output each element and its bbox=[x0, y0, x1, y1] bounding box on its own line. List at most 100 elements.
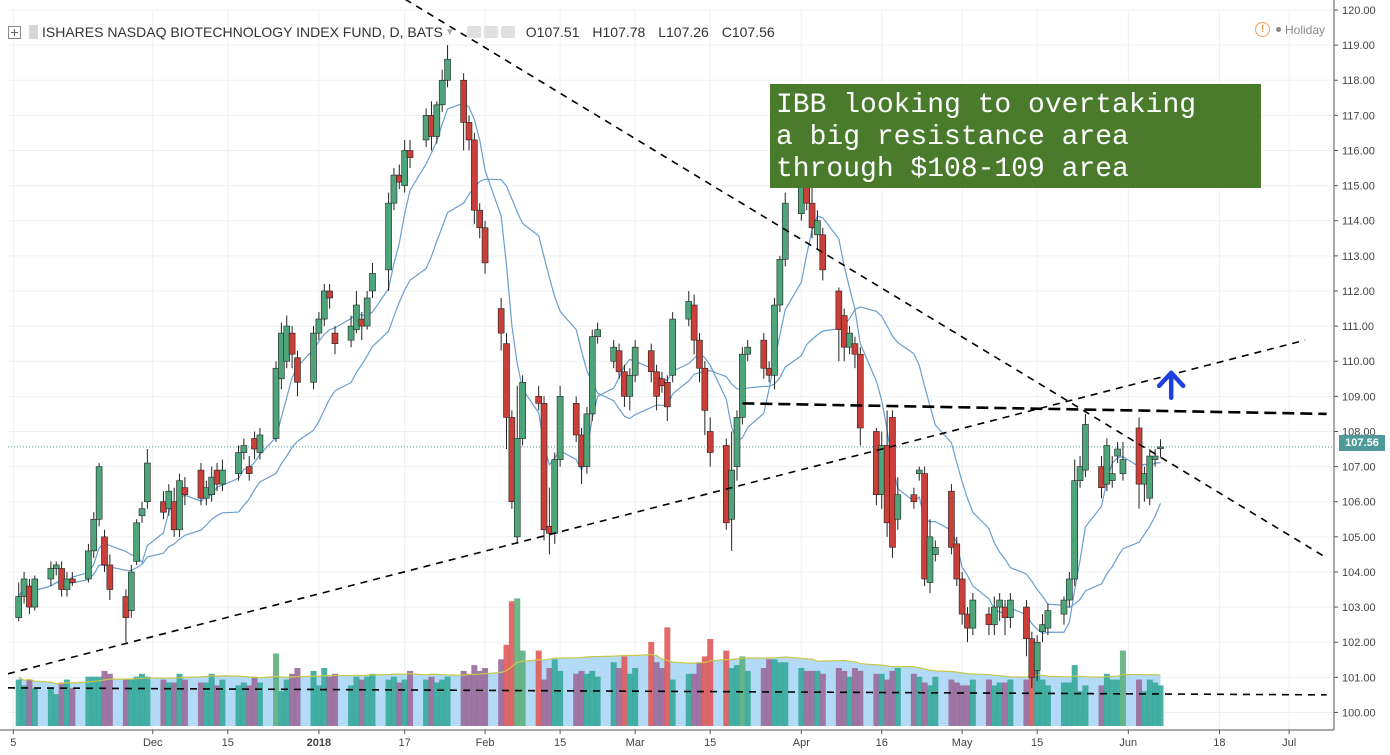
time-tick-label: 15 bbox=[222, 737, 234, 749]
volume-bar bbox=[240, 682, 247, 726]
candle-body bbox=[1157, 446, 1164, 449]
volume-bar bbox=[1146, 679, 1153, 726]
candle-body bbox=[840, 315, 848, 348]
resistance-trendline bbox=[742, 402, 1327, 416]
trendlines[interactable] bbox=[7, 0, 1328, 696]
time-tick-label: 17 bbox=[399, 737, 411, 749]
price-tick-label: 104.00 bbox=[1342, 567, 1376, 579]
candle-body bbox=[235, 452, 242, 474]
volume-bar bbox=[910, 673, 917, 726]
candle-body bbox=[310, 332, 317, 383]
candle-body bbox=[85, 550, 92, 580]
volume-bar bbox=[63, 679, 70, 726]
volume-bar bbox=[771, 659, 778, 726]
candle-body bbox=[176, 480, 183, 531]
up-arrow-icon bbox=[1156, 370, 1186, 401]
price-tick-label: 106.00 bbox=[1342, 497, 1376, 509]
volume-bar bbox=[932, 676, 939, 726]
candle-body bbox=[320, 290, 328, 320]
volume-bar bbox=[171, 682, 178, 726]
candle-body bbox=[1007, 599, 1014, 618]
holiday-status[interactable]: ! Holiday bbox=[1255, 22, 1325, 37]
candle-body bbox=[626, 374, 634, 397]
volume-bar bbox=[31, 688, 38, 726]
volume-bar bbox=[616, 668, 623, 726]
eye-icon[interactable] bbox=[466, 26, 481, 38]
volume-bar bbox=[256, 682, 263, 726]
candle-body bbox=[1071, 480, 1079, 580]
annotation-box[interactable]: IBB looking to overtaking a big resistan… bbox=[770, 84, 1261, 188]
candle-body bbox=[733, 417, 741, 467]
price-tick-label: 115.00 bbox=[1342, 181, 1375, 193]
volume-bar bbox=[235, 685, 242, 726]
volume-bar bbox=[1077, 691, 1084, 726]
candle-body bbox=[438, 79, 446, 106]
volume-bar bbox=[1034, 668, 1041, 726]
volume-bar bbox=[1039, 679, 1046, 726]
close-icon[interactable] bbox=[500, 26, 515, 38]
volume-bar bbox=[181, 679, 188, 726]
price-tick-label: 118.00 bbox=[1342, 75, 1375, 87]
candle-body bbox=[444, 58, 451, 81]
volume-bar bbox=[707, 639, 714, 726]
volume-bar bbox=[1114, 679, 1121, 726]
candle-body bbox=[594, 329, 601, 337]
volume-bar bbox=[535, 650, 542, 726]
volume-bar bbox=[648, 641, 655, 726]
candle-body bbox=[101, 536, 108, 566]
time-tick-label: 15 bbox=[1031, 737, 1043, 749]
volume-bar bbox=[610, 662, 617, 726]
candle-body bbox=[851, 343, 859, 355]
volume-bar bbox=[583, 673, 590, 726]
volume-bar bbox=[348, 685, 355, 726]
candle-body bbox=[808, 202, 816, 229]
volume-bar bbox=[653, 662, 660, 726]
candlesticks[interactable] bbox=[15, 45, 1164, 688]
candle-body bbox=[556, 396, 564, 460]
symbol-title[interactable]: ISHARES NASDAQ BIOTECHNOLOGY INDEX FUND,… bbox=[42, 24, 443, 40]
candle-body bbox=[551, 459, 559, 534]
volume-bar bbox=[1002, 682, 1009, 726]
price-tick-label: 107.00 bbox=[1342, 462, 1376, 474]
warning-icon[interactable]: ! bbox=[1255, 22, 1270, 37]
volume-bar bbox=[326, 676, 333, 726]
candle-body bbox=[664, 381, 671, 408]
volume-bar bbox=[396, 682, 403, 726]
symbol-flag-icon[interactable] bbox=[29, 25, 38, 39]
volume-bar bbox=[1103, 673, 1110, 726]
candle-body bbox=[347, 325, 355, 341]
candle-body bbox=[771, 304, 778, 376]
volume-bar bbox=[969, 679, 976, 726]
candle-body bbox=[385, 202, 392, 271]
volume-bar bbox=[841, 670, 848, 726]
volume-bar bbox=[1141, 691, 1148, 726]
volume-bar bbox=[541, 679, 548, 726]
volume-bar bbox=[197, 682, 204, 726]
candle-body bbox=[1033, 641, 1041, 671]
candle-body bbox=[481, 227, 489, 264]
price-tick-label: 119.00 bbox=[1342, 40, 1375, 52]
volume-bar bbox=[878, 673, 885, 726]
volume-bar bbox=[632, 668, 639, 726]
volume-bar bbox=[884, 679, 891, 726]
candle-body bbox=[165, 490, 173, 510]
collapse-icon[interactable] bbox=[8, 25, 21, 39]
candle-body bbox=[535, 396, 542, 404]
volume-bar bbox=[21, 685, 28, 726]
volume-bar bbox=[47, 688, 54, 726]
volume-bar bbox=[1119, 650, 1126, 726]
volume-bar bbox=[851, 668, 858, 726]
chevron-down-icon[interactable]: ▼ bbox=[444, 26, 455, 38]
price-tick-label: 114.00 bbox=[1342, 216, 1375, 228]
candle-body bbox=[583, 413, 591, 467]
time-tick-label: Jul bbox=[1282, 737, 1296, 749]
candle-body bbox=[1114, 448, 1121, 457]
volume-bar bbox=[734, 665, 741, 726]
candle-body bbox=[706, 431, 714, 453]
volume-bar bbox=[85, 676, 92, 726]
time-tick-label: Apr bbox=[793, 737, 810, 749]
volume-bar bbox=[465, 673, 472, 726]
candle-body bbox=[513, 438, 521, 538]
settings-icon[interactable] bbox=[483, 26, 498, 38]
candle-body bbox=[1108, 473, 1116, 481]
